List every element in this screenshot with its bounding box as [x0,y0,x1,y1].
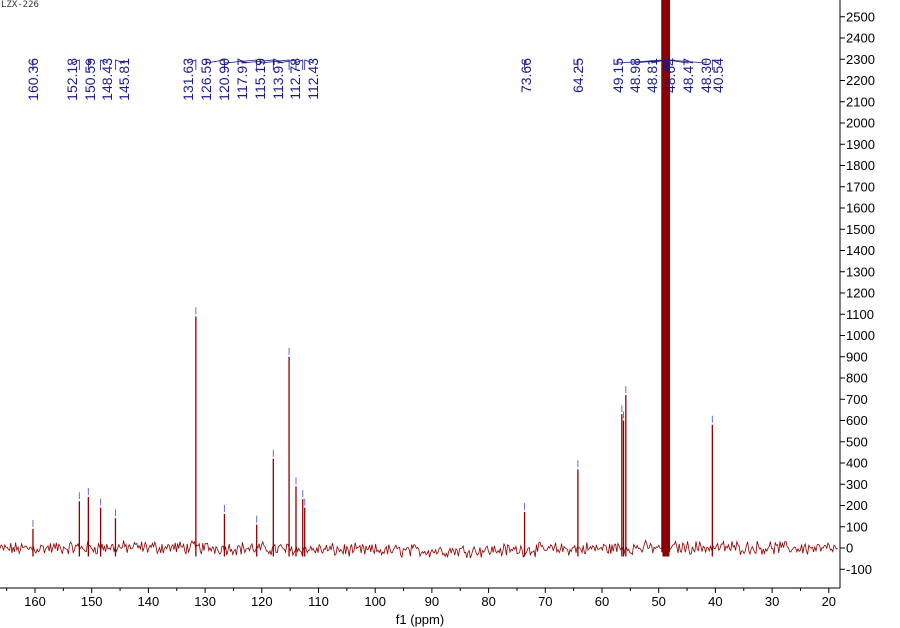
y-tick-label: 1700 [846,179,875,194]
y-tick-label: 1600 [846,201,875,216]
y-tick-label: 0 [846,541,853,556]
peak-markers [32,307,713,527]
y-tick-label: 1400 [846,243,875,258]
x-tick-label: 80 [481,594,495,609]
y-tick-label: 800 [846,371,868,386]
spectrum-trace [0,0,838,559]
peak-label: 64.25 [570,58,586,93]
x-tick-label: 30 [765,594,779,609]
x-tick-label: 130 [194,594,216,609]
x-tick-label: 160 [24,594,46,609]
peak-label-leader [241,59,274,70]
peak-label: 152.18 [64,58,80,101]
peak-label: 126.59 [198,58,214,101]
peak-label-leader [617,59,664,70]
peak-label-leader [187,59,197,70]
peak-label: 48.98 [627,58,643,93]
peak-label-leader [71,59,80,70]
baseline-noise-trace [0,539,838,559]
y-tick-label: 2200 [846,73,875,88]
peak-label: 48.30 [698,58,714,93]
peak-label: 40.54 [710,58,726,93]
x-tick-label: 50 [651,594,665,609]
y-tick-label: 1100 [846,307,874,322]
x-tick-label: 140 [138,594,160,609]
y-tick-label: -100 [846,562,872,577]
peak-label: 115.19 [252,58,268,100]
peak-label-leader [667,59,707,70]
peak-label-leader [524,59,527,70]
peak-label: 117.97 [234,58,250,100]
y-tick-label: 2100 [846,94,875,109]
peak-label-leader [205,59,225,70]
peak-label: 131.63 [180,58,196,101]
y-tick-label: 1000 [846,328,875,343]
peak-label: 112.78 [287,58,303,100]
peak-labels: 160.36 152.18 150.59 148.43 145.81 131.63 126.… [25,58,726,101]
peak-label-leader [115,59,125,70]
y-tick-label: 400 [846,456,868,471]
peak-label-leader [223,59,258,70]
peak-label-leader [634,59,665,70]
y-tick-label: 2400 [846,31,875,46]
peak-label: 48.81 [644,58,660,93]
y-tick-label: 1800 [846,158,875,173]
x-tick-label: 20 [822,594,836,609]
peak-label: 150.59 [82,58,98,101]
peak-label-leader [259,59,290,70]
y-tick-label: 200 [846,498,868,513]
peak-label-leader [651,59,666,70]
y-tick-label: 1500 [846,222,875,237]
peak-label: 160.36 [25,58,41,101]
y-tick-label: 2000 [846,116,875,131]
y-tick-label: 1200 [846,286,875,301]
y-tick-label: 900 [846,349,868,364]
x-tick-label: 60 [595,594,609,609]
x-tick-label: 150 [81,594,103,609]
x-axis-label: f1 (ppm) [396,612,444,627]
x-tick-label: 70 [538,594,552,609]
y-tick-label: 1900 [846,137,875,152]
peak-label: 145.81 [116,58,132,101]
solvent-multiplet [661,0,671,553]
peak-label: 113.97 [270,58,286,100]
y-tick-label: 100 [846,519,868,534]
peak-label: 48.47 [680,58,696,93]
y-tick-label: 700 [846,392,868,407]
y-tick-label: 600 [846,413,868,428]
peak-label-leader [711,59,719,70]
y-tick-label: 2300 [846,52,875,67]
peak-label: 73.66 [518,58,534,93]
peak-label-leader [294,59,304,70]
peak-label: 48.64 [662,58,678,93]
y-tick-label: 1300 [846,264,875,279]
peak-label: 120.90 [216,58,232,101]
x-tick-label: 120 [251,594,273,609]
sample-id-label: LZX-226 [1,0,39,10]
x-tick-label: 110 [308,594,329,609]
peak-label-leader [304,59,314,70]
axes: -100 0 100 200 300 400 500 600 700 800 900 1000 1100… [0,0,875,609]
peak-label: 49.15 [610,58,626,93]
y-tick-label: 500 [846,434,868,449]
x-tick-label: 100 [364,594,386,609]
peak-label: 112.43 [305,58,321,100]
y-tick-label: 2500 [846,9,875,24]
peak-label: 148.43 [99,58,115,101]
peak-label-leader [277,59,297,70]
x-tick-label: 40 [708,594,722,609]
y-tick-label: 300 [846,477,868,492]
peak-label-leader [100,59,108,70]
x-tick-label: 90 [425,594,439,609]
peak-label-leader [87,59,91,70]
